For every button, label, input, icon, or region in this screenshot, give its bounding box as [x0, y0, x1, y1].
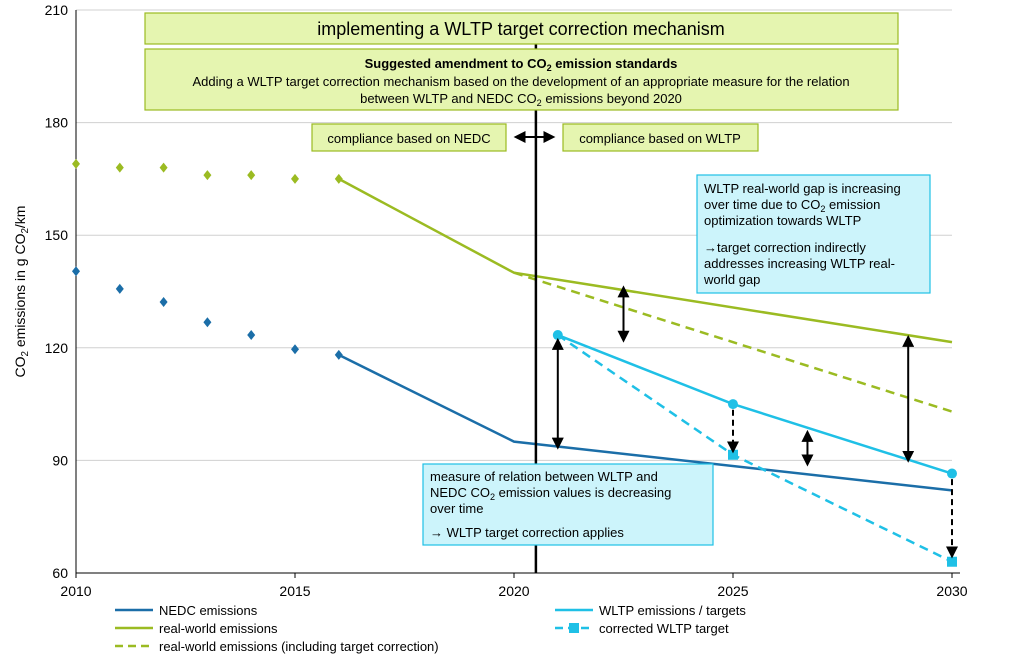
legend-label: real-world emissions: [159, 621, 278, 636]
amendment-text: between WLTP and NEDC CO2​ emissions bey…: [360, 91, 682, 108]
gap-box-text: addresses increasing WLTP real-: [704, 256, 895, 271]
gap-box: [696, 174, 931, 294]
x-tick-label: 2015: [279, 583, 310, 599]
series: [72, 158, 957, 567]
y-tick-label: 120: [45, 340, 69, 356]
amendment-heading: Suggested amendment to CO2​ emission sta…: [365, 56, 678, 73]
gap-box-text: over time due to CO2​ emission: [704, 197, 880, 214]
legend-label: WLTP emissions / targets: [599, 603, 746, 618]
legend-label: corrected WLTP target: [599, 621, 729, 636]
circle-marker: [728, 399, 738, 410]
y-tick-label: 180: [45, 115, 69, 131]
diamond-marker: [159, 297, 168, 308]
diamond-marker: [291, 173, 299, 184]
annotations: implementing a WLTP target correction me…: [144, 12, 958, 573]
measure-box-text: → WLTP target correction applies: [430, 525, 624, 540]
diamond-marker: [247, 170, 256, 181]
title-box-text: implementing a WLTP target correction me…: [317, 19, 725, 39]
square-marker: [947, 556, 957, 567]
series-line: [338, 353, 953, 492]
diamond-marker: [72, 158, 80, 169]
legend-label: real-world emissions (including target c…: [159, 639, 439, 654]
series-line: [513, 271, 953, 413]
circle-marker: [947, 468, 957, 479]
title-box: [144, 12, 899, 45]
gap-box-text: →target correction indirectly: [704, 240, 866, 255]
compliance-wltp-box: [562, 123, 759, 152]
diamond-marker: [334, 173, 343, 184]
legend-marker: [569, 623, 579, 633]
legend-label: NEDC emissions: [159, 603, 258, 618]
diamond-marker: [247, 330, 256, 341]
amendment-box: [144, 48, 899, 111]
x-tick-label: 2030: [936, 583, 967, 599]
gap-box-text: optimization towards WLTP: [704, 213, 861, 228]
x-tick-label: 2025: [717, 583, 748, 599]
compliance-nedc-box: [311, 123, 507, 152]
x-tick-label: 2020: [498, 583, 529, 599]
legend: NEDC emissions WLTP emissions / targets re…: [115, 603, 746, 654]
y-tick-label: 210: [45, 2, 69, 18]
amendment-text: Adding a WLTP target correction mechanis…: [192, 74, 849, 89]
y-tick-label: 150: [45, 227, 69, 243]
measure-box-text: over time: [430, 501, 483, 516]
diamond-marker: [203, 317, 212, 328]
gap-box-text: WLTP real-world gap is increasing: [704, 181, 901, 196]
measure-box-text: measure of relation between WLTP and: [430, 469, 658, 484]
x-tick-label: 2010: [60, 583, 91, 599]
gap-box-text: world gap: [703, 272, 760, 287]
diamond-marker: [159, 162, 168, 173]
diamond-marker: [203, 170, 212, 181]
y-tick-label: 60: [52, 565, 68, 581]
diamond-marker: [115, 283, 124, 294]
y-axis-label: CO2​ emissions in g CO2​/km: [12, 206, 31, 378]
measure-box-text: NEDC CO2​ emission values is decreasing: [430, 485, 671, 502]
measure-box: [422, 463, 714, 546]
compliance-wltp-text: compliance based on WLTP: [579, 131, 741, 146]
axes: 60 90 120 150 180 210 2010 2015 2020 2025 2030 CO2​…: [12, 2, 968, 599]
compliance-nedc-text: compliance based on NEDC: [327, 131, 490, 146]
diamond-marker: [72, 266, 80, 277]
square-marker: [728, 449, 738, 460]
diamond-marker: [115, 162, 124, 173]
y-tick-label: 90: [52, 452, 68, 468]
diamond-marker: [334, 349, 343, 360]
diamond-marker: [291, 344, 299, 355]
